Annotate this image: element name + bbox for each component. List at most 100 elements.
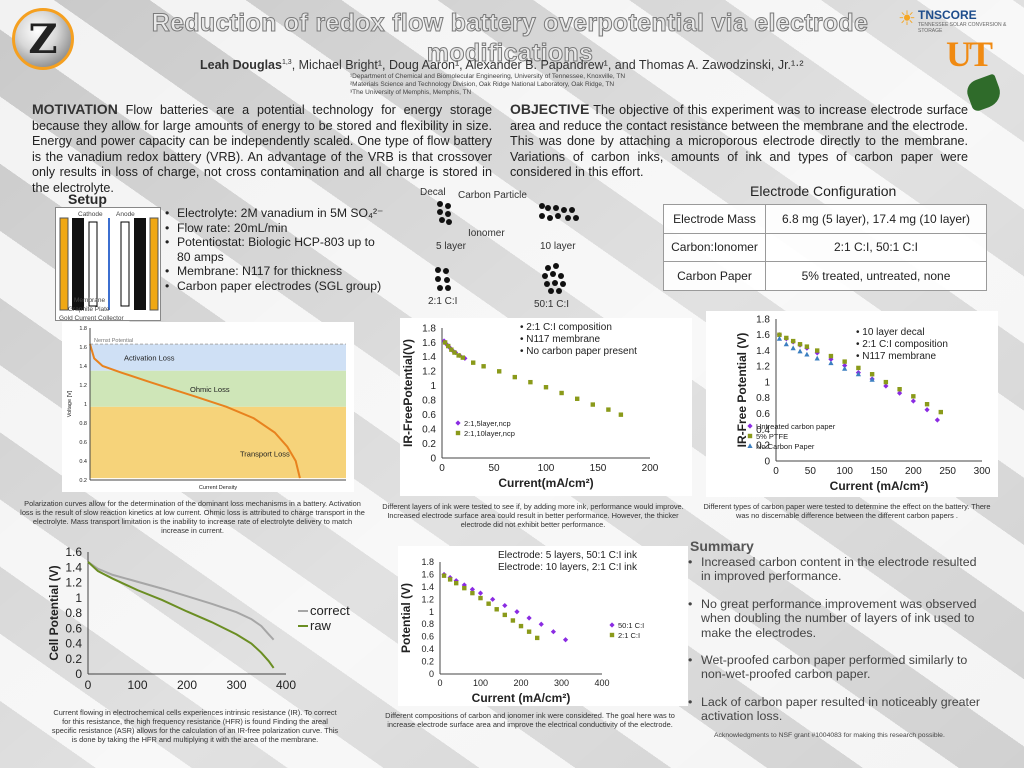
data-point-square <box>535 635 540 641</box>
data-point-square <box>460 355 465 360</box>
polarization-curve <box>89 343 301 479</box>
table-cell-value: 2:1 C:I, 50:1 C:I <box>765 232 987 263</box>
region-label: Ohmic Loss <box>190 385 230 394</box>
data-point-square <box>869 372 875 377</box>
data-point-square <box>470 590 475 596</box>
x-tick-label: 0 <box>437 678 442 688</box>
collector-left <box>59 217 69 311</box>
membrane-label: Membrane <box>74 297 105 304</box>
data-point-square <box>518 623 524 629</box>
data-point-square <box>609 632 615 638</box>
membrane-line <box>108 218 110 310</box>
ten-layer-dots <box>539 203 579 221</box>
y-tick-label: 1.4 <box>65 560 82 574</box>
anode-label: Anode <box>116 211 135 218</box>
data-point-square <box>486 601 491 606</box>
data-point-diamond <box>538 621 544 627</box>
ir-free-potential-chart-layers: 0 50 100 150 200 1.8 1.6 1.4 1.2 1 0.8 0.6 0.4 0.2 0 Cu… <box>400 318 692 496</box>
legend-label: Untreated carbon paper <box>756 422 836 431</box>
y-tick-label: 0.4 <box>421 644 434 654</box>
ir-carbon-paper-caption: Different types of carbon paper were tes… <box>703 502 991 520</box>
y-tick-label: 1.2 <box>65 576 82 590</box>
y-tick-label: 0.4 <box>79 459 87 465</box>
y-tick-label: 0.4 <box>756 425 770 436</box>
y-tick-label: 0.2 <box>79 478 87 484</box>
electrode-config-table: Electrode Mass 6.8 mg (5 layer), 17.4 mg … <box>663 204 987 291</box>
data-point-square <box>606 407 611 412</box>
data-point-square <box>911 394 916 399</box>
data-point-square <box>512 374 517 380</box>
data-point-square <box>471 360 476 365</box>
x-tick-label: 300 <box>554 678 569 688</box>
series-line <box>87 561 275 641</box>
data-point-square <box>559 390 564 396</box>
table-cell-label: Carbon:Ionomer <box>663 232 766 263</box>
graphite-right <box>134 218 146 310</box>
electrode-config-title: Electrode Configuration <box>750 183 897 199</box>
data-point-square <box>543 385 549 390</box>
legend-label: 5% PTFE <box>756 432 788 441</box>
table-cell-value: 6.8 mg (5 layer), 17.4 mg (10 layer) <box>765 204 987 234</box>
data-point-square <box>575 396 580 401</box>
chart-note: Electrode: 5 layers, 50:1 C:I ink <box>498 550 638 561</box>
affiliations: ¹Department of Chemical and Biomolecular… <box>350 73 790 97</box>
x-tick-label: 100 <box>538 463 555 474</box>
ratio-2-label: 2:1 C:I <box>428 296 457 307</box>
decal-label: Decal <box>420 187 446 198</box>
poster-title: Reduction of redox flow battery overpote… <box>151 9 869 68</box>
data-point-square <box>446 343 451 349</box>
setup-heading: Setup <box>68 191 107 207</box>
y-tick-label: 1.8 <box>421 557 434 567</box>
y-tick-label: 0.8 <box>65 606 82 620</box>
affiliation-3: ³The University of Memphis, Memphis, TN <box>350 89 472 96</box>
data-point-square <box>528 379 533 385</box>
objective-text: The objective of this experiment was to … <box>510 103 968 180</box>
y-tick-label: 0.4 <box>422 424 436 435</box>
y-tick-label: 1.4 <box>421 582 434 592</box>
data-point-diamond <box>562 637 569 643</box>
data-point-triangle <box>814 355 820 361</box>
ratio-50-dots <box>542 263 566 294</box>
y-tick-label: 1.8 <box>79 326 87 332</box>
y-tick-label: 1 <box>75 591 82 605</box>
cell-caption: Current flowing in electrochemical cells… <box>51 708 339 744</box>
y-tick-label: 0.2 <box>422 439 436 450</box>
x-axis-label: Current Density <box>199 485 237 491</box>
x-tick-label: 200 <box>513 678 528 688</box>
x-tick-label: 150 <box>871 466 888 477</box>
setup-bullet: Electrolyte: 2M vanadium in 5M SO₄²⁻ <box>165 206 387 221</box>
y-tick-label: 0.6 <box>421 632 434 642</box>
y-tick-label: 1 <box>430 381 436 392</box>
setup-bullets: Electrolyte: 2M vanadium in 5M SO₄²⁻ Flo… <box>165 206 387 294</box>
graphite-label: Graphite Plate <box>68 306 110 313</box>
x-tick-label: 400 <box>276 678 296 692</box>
data-point-diamond <box>609 622 615 628</box>
y-tick-label: 0.4 <box>65 637 82 651</box>
y-tick-label: 1.8 <box>756 314 770 325</box>
legend-label: raw <box>310 618 332 633</box>
collector-label: Gold Current Collector <box>59 315 124 322</box>
chart-background <box>398 546 688 706</box>
legend-label: correct <box>310 603 350 618</box>
affiliation-1: ¹Department of Chemical and Biomolecular… <box>350 73 626 80</box>
x-tick-label: 300 <box>226 678 246 692</box>
data-point-square <box>790 338 796 344</box>
chart-note: • 10 layer decal <box>856 327 925 338</box>
x-axis-label: Current(mA/cm²) <box>498 476 593 490</box>
data-point-diamond <box>455 420 461 426</box>
y-axis-label: Cell Potential (V) <box>47 565 61 660</box>
data-point-square <box>797 342 803 347</box>
legend-label: 50:1 C:I <box>618 621 644 630</box>
loss-region <box>90 406 346 479</box>
ratio-50-label: 50:1 C:I <box>534 299 569 310</box>
cell-potential-chart: 0 100 200 300 400 1.61.4 1.210.80.6 0.40.20 Cell… <box>47 545 350 692</box>
y-tick-label: 0 <box>75 667 82 681</box>
y-axis-label: IR-FreePotential(V) <box>401 339 415 447</box>
data-point-square <box>455 430 461 436</box>
data-point-square <box>481 364 486 369</box>
x-axis-label: Current (mA/cm²) <box>830 479 929 493</box>
collector-right <box>149 217 159 311</box>
y-tick-label: 0.6 <box>79 440 87 446</box>
chart-note: • N117 membrane <box>520 334 600 345</box>
table-cell-label: Carbon Paper <box>663 261 766 291</box>
